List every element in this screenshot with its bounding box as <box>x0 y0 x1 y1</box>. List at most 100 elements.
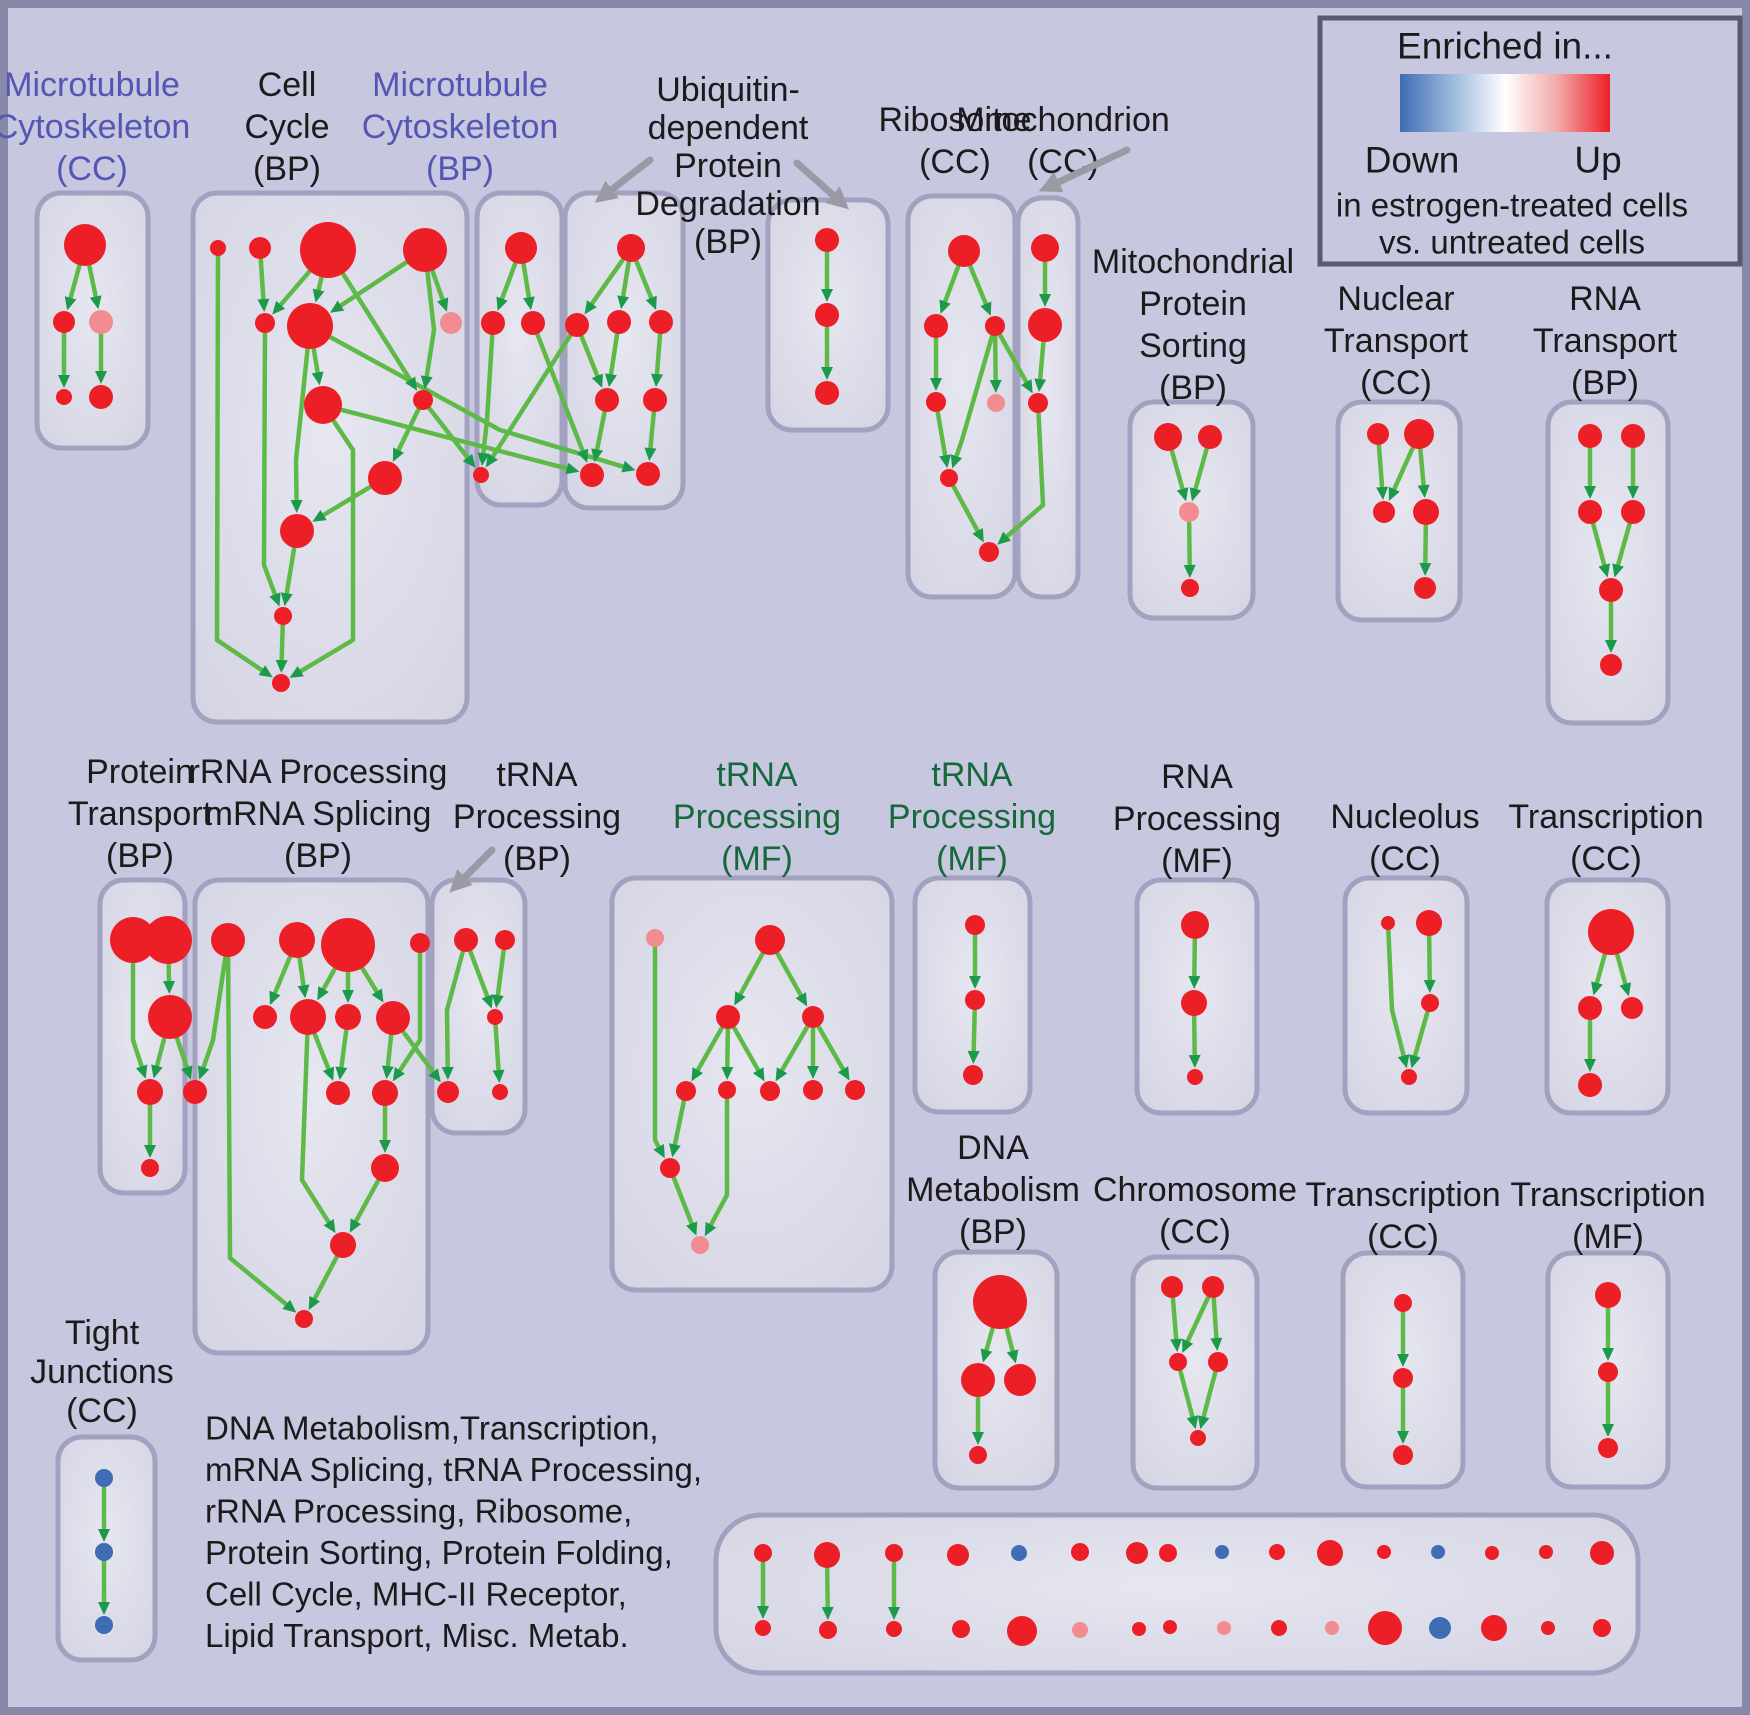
node-x2-red <box>1393 1368 1413 1388</box>
cluster-label-protein-transport-line1: Protein <box>86 753 194 791</box>
legend-box <box>1317 15 1743 267</box>
edge-n2-n3-head <box>1388 486 1400 502</box>
cluster-label-dna-metabolism-line1: DNA <box>957 1129 1029 1167</box>
edge-R1-R2-head <box>939 299 951 314</box>
edge-g4-g7-head <box>775 1067 788 1082</box>
edge-m1-m2-head <box>496 296 508 311</box>
edge-d1-d3 <box>1004 1326 1015 1353</box>
edge-c8-c13-head <box>289 666 304 678</box>
node-R6-red <box>940 469 958 487</box>
edge-q10-q11-head <box>379 1140 391 1153</box>
edge-z3-z19-head <box>888 1607 900 1620</box>
node-z4-red <box>947 1544 969 1566</box>
edge-t4-t5-head <box>1612 563 1624 578</box>
edge-n4-n5-head <box>1419 562 1432 577</box>
node-c5-red <box>255 313 275 333</box>
cluster-label-dna-metabolism-line2: Metabolism <box>906 1171 1080 1209</box>
node-q3-red <box>321 918 375 972</box>
node-R5-pink <box>987 394 1005 412</box>
edge-u1-u3-head <box>617 295 630 310</box>
edge-b2-b3 <box>495 948 506 997</box>
edge-c12-c13-head <box>275 659 288 674</box>
cluster-label-ribosome-line1: Ribosome <box>878 101 1031 139</box>
cluster-label-mitochondrion-line1: Mitochondrion <box>956 101 1170 139</box>
node-m3-red <box>521 311 545 335</box>
edge-M1-M2-head <box>1039 294 1051 307</box>
edge-c4-c7-head <box>436 297 449 312</box>
edge-n1-n3-head <box>1376 486 1389 501</box>
edge-p3-p4 <box>154 1036 167 1068</box>
node-s4-red <box>1181 579 1199 597</box>
edge-f1-f3 <box>1615 952 1628 986</box>
edge-h2-h4 <box>1211 1296 1219 1340</box>
edge-M3-R7-head <box>997 531 1012 545</box>
node-d3-red <box>1004 1364 1036 1396</box>
node-u6-red <box>643 388 667 412</box>
edge-R6-R7-head <box>972 528 984 543</box>
edge-q8-b4 <box>401 1030 435 1074</box>
cluster-label-rna-processing-mf-line2: Processing <box>1113 800 1281 838</box>
legend: Enriched in... Down Up in estrogen-treated … <box>1317 15 1743 267</box>
node-s1-red <box>1154 423 1182 451</box>
cluster-box-ribosome <box>905 193 1018 600</box>
legend-down-label: Down <box>1365 140 1460 181</box>
edge-g3-g6-head <box>721 1066 734 1081</box>
node-j2-blue <box>95 1543 113 1561</box>
edge-o3-o4 <box>1413 1010 1430 1058</box>
edge-c3-c5 <box>279 269 312 307</box>
edge-u5-u7 <box>595 410 607 451</box>
edge-c4-c7 <box>430 269 445 301</box>
node-M1-red <box>1031 234 1059 262</box>
edge-u1-u4-head <box>645 295 657 310</box>
node-z23-red <box>1132 1622 1146 1636</box>
legend-gradient-bar <box>1400 74 1610 132</box>
annotation-line-6: Lipid Transport, Misc. Metab. <box>205 1617 629 1654</box>
cluster-label-trna-processing-bp-line3: (BP) <box>503 840 571 878</box>
cluster-label-transcription-cc-bottom-line2: (CC) <box>1367 1218 1439 1256</box>
node-y3-red <box>1598 1438 1618 1458</box>
edge-u4-u6 <box>654 332 663 376</box>
node-c3-red <box>300 222 356 278</box>
node-c11-red <box>280 514 314 548</box>
cluster-label-protein-transport-line3: (BP) <box>106 837 174 875</box>
node-z7-red <box>1126 1542 1148 1564</box>
cluster-label-trna-processing-mf-small-line1: tRNA <box>931 756 1013 794</box>
node-c7-pink <box>440 312 462 334</box>
cluster-label-rna-processing-mf-line1: RNA <box>1161 758 1233 796</box>
node-t3-red <box>1578 500 1602 524</box>
node-f2-red <box>1578 996 1602 1020</box>
node-R1-red <box>948 235 980 267</box>
node-z3-red <box>885 1544 903 1562</box>
edge-p3-p5 <box>175 1036 189 1069</box>
edge-g2-g4-head <box>795 992 808 1007</box>
edge-g1-g10 <box>652 945 661 1149</box>
node-z16-red <box>1590 1541 1614 1565</box>
edge-w2-w3-head <box>967 1050 980 1065</box>
edge-q11-q12-head <box>349 1218 362 1233</box>
node-n3-red <box>1373 501 1395 523</box>
edge-q6-q9 <box>312 1032 331 1071</box>
node-u3-red <box>607 310 631 334</box>
edge-R4-R6-head <box>939 454 952 469</box>
node-v1-red <box>815 228 839 252</box>
edge-c6-c11 <box>293 347 310 502</box>
node-j3-blue <box>95 1616 113 1634</box>
edge-M2-M3 <box>1037 340 1046 381</box>
node-x1-red <box>1394 1294 1412 1312</box>
legend-caption-line2: vs. untreated cells <box>1379 224 1645 261</box>
cluster-label-transcription-cc-mid-line1: Transcription <box>1508 798 1703 836</box>
edge-g3-g7-head <box>752 1067 765 1082</box>
edge-m2-m4 <box>481 333 495 455</box>
gray-pointer-heads <box>449 172 1064 893</box>
edge-u5-u7-head <box>591 448 603 463</box>
edge-c4-c6 <box>339 260 409 308</box>
node-t5-red <box>1599 578 1623 602</box>
node-b3-red <box>487 1009 503 1025</box>
edge-c1-c13 <box>214 254 264 672</box>
node-c8-red <box>304 386 342 424</box>
node-z21-red <box>1007 1616 1037 1646</box>
edge-o3-o4-head <box>1409 1054 1421 1069</box>
edge-x1-x2-head <box>1397 1354 1409 1367</box>
edge-u1-u4 <box>634 259 654 300</box>
node-u2-red <box>565 313 589 337</box>
